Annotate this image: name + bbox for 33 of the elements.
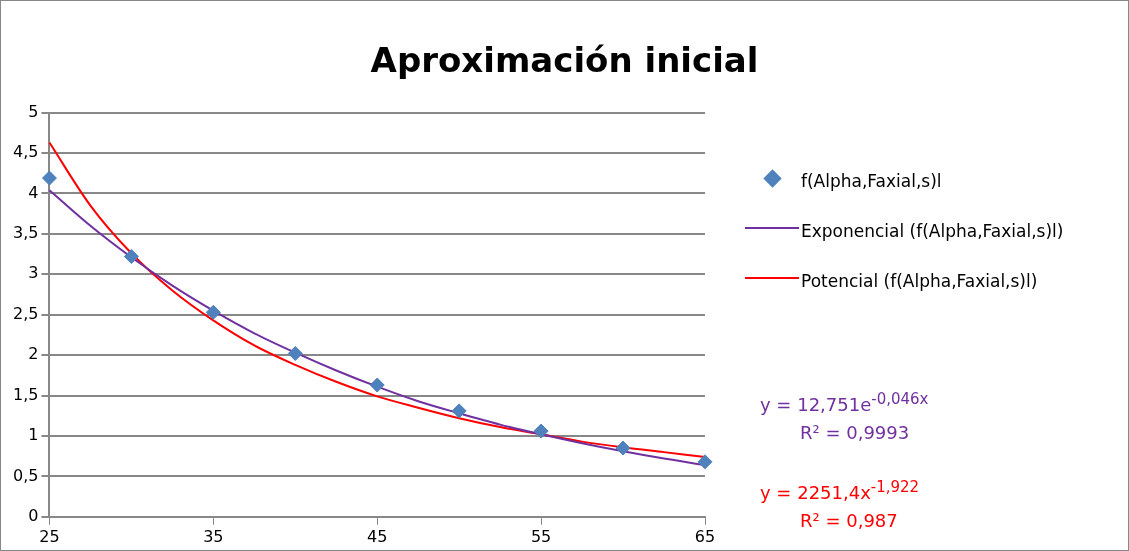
y-tick-label: 1 [28,425,39,445]
y-tick-label: 0,5 [12,465,39,485]
legend-label: f(Alpha,Faxial,s)l [801,170,942,193]
y-tick-label: 4,5 [12,142,39,162]
point [205,304,221,320]
legend-label: Potencial (f(Alpha,Faxial,s)l) [801,270,1038,293]
point [533,423,549,439]
point [615,440,631,456]
text: y = 12,751e$^{-0,046x}$ [760,389,929,417]
x-tick-label: 45 [367,526,388,546]
legend-label: Exponencial (f(Alpha,Faxial,s)l) [801,220,1064,243]
y-tick-label: 1,5 [12,384,39,404]
point [697,454,713,470]
text: y = 2251,4x$^{-1,922}$ [760,477,921,505]
chart-title: Aproximación inicial [369,40,760,80]
x-tick-label: 55 [530,526,552,546]
y-tick-label: 3,5 [12,223,39,243]
y-tick-label: 4 [28,182,39,202]
y-tick-label: 2,5 [12,303,39,323]
y-tick-label: 2 [28,344,39,364]
x-tick-label: 35 [203,526,224,546]
point [287,346,303,361]
y-tick-label: 0 [28,505,39,525]
point [451,403,467,419]
text: R² = 0,9993 [799,421,911,445]
x-tick-label: 65 [694,526,716,546]
point [369,377,385,393]
x-tick-label: 25 [39,526,60,546]
y-tick-label: 5 [28,101,39,121]
y-tick-label: 3 [28,263,39,283]
point [123,249,139,264]
text: R² = 0,987 [799,509,899,533]
point [41,170,57,186]
